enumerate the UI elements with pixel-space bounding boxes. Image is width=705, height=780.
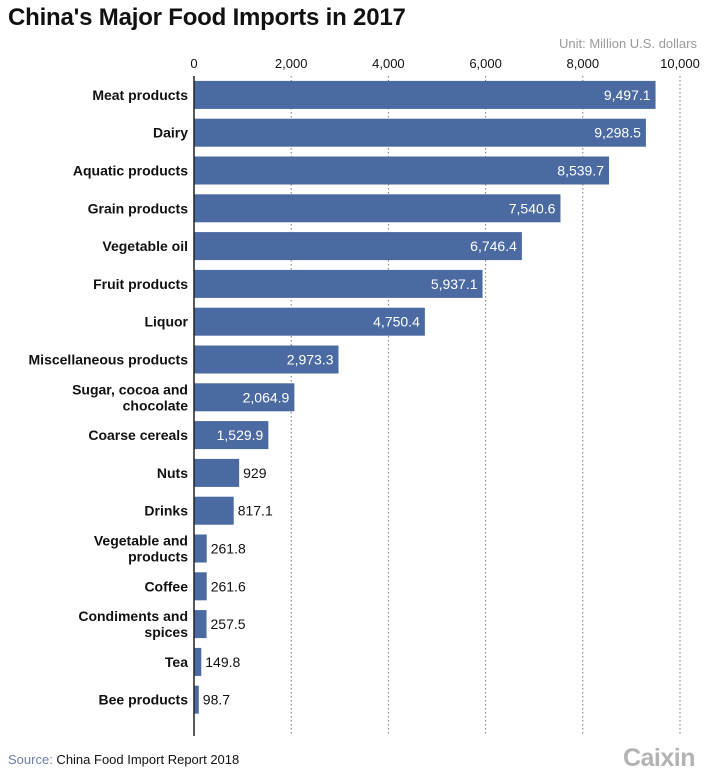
bar (194, 647, 202, 676)
bar (194, 685, 199, 714)
category-label: Dairy (153, 125, 188, 141)
bar (194, 232, 522, 261)
category-label: Meat products (92, 87, 188, 103)
category-label: Miscellaneous products (29, 352, 189, 368)
value-label: 2,973.3 (287, 352, 334, 368)
source-text: China Food Import Report 2018 (52, 752, 240, 767)
bar (194, 156, 610, 185)
category-label: Aquatic products (73, 163, 188, 179)
value-label: 2,064.9 (243, 389, 290, 405)
x-tick-label: 10,000 (660, 56, 700, 71)
x-tick-label: 6,000 (469, 56, 502, 71)
category-label: Condiments and spices (78, 608, 188, 640)
bar (194, 80, 656, 109)
category-label: Nuts (157, 465, 188, 481)
source-label: Source: (8, 752, 53, 767)
category-label: Coffee (144, 578, 188, 594)
category-label: Fruit products (93, 276, 188, 292)
source-note: Source: China Food Import Report 2018 (8, 752, 239, 767)
unit-label: Unit: Million U.S. dollars (559, 36, 697, 51)
value-label: 8,539.7 (557, 163, 604, 179)
bar (194, 421, 269, 450)
category-label: Vegetable oil (102, 238, 188, 254)
bar (194, 269, 483, 298)
bar (194, 118, 646, 147)
bar (194, 458, 240, 487)
value-label: 929 (243, 465, 267, 481)
category-label: Bee products (99, 692, 189, 708)
x-tick-label: 4,000 (372, 56, 405, 71)
value-label: 6,746.4 (470, 238, 517, 254)
category-label: Drinks (144, 503, 188, 519)
bar (194, 345, 339, 374)
category-label: Vegetable and products (94, 533, 188, 565)
value-label: 261.6 (211, 578, 246, 594)
value-label: 149.8 (205, 654, 240, 670)
value-label: 817.1 (238, 503, 273, 519)
bar (194, 610, 207, 639)
bar (194, 534, 207, 563)
category-label: Tea (165, 654, 188, 670)
value-label: 98.7 (203, 692, 230, 708)
value-label: 9,298.5 (594, 125, 641, 141)
value-label: 7,540.6 (509, 200, 556, 216)
value-label: 4,750.4 (373, 314, 420, 330)
x-tick-label: 2,000 (275, 56, 308, 71)
caixin-logo: Caixin (622, 744, 696, 772)
bar (194, 307, 425, 336)
chart-title: China's Major Food Imports in 2017 (8, 4, 406, 31)
bar-chart: 0 2,000 4,000 6,000 8,000 10,000 Meat products… (29, 56, 700, 736)
bar (194, 383, 295, 412)
category-label: Sugar, cocoa and chocolate (72, 381, 188, 413)
x-tick-label: 0 (190, 56, 197, 71)
x-tick-label: 8,000 (567, 56, 600, 71)
bar (194, 194, 561, 223)
value-label: 261.8 (211, 541, 246, 557)
bar (194, 572, 207, 601)
category-label: Grain products (88, 200, 189, 216)
value-label: 1,529.9 (217, 427, 264, 443)
value-label: 5,937.1 (431, 276, 478, 292)
value-label: 257.5 (211, 616, 246, 632)
category-label: Liquor (144, 314, 188, 330)
value-label: 9,497.1 (604, 87, 651, 103)
category-label: Coarse cereals (88, 427, 188, 443)
bar (194, 496, 234, 525)
